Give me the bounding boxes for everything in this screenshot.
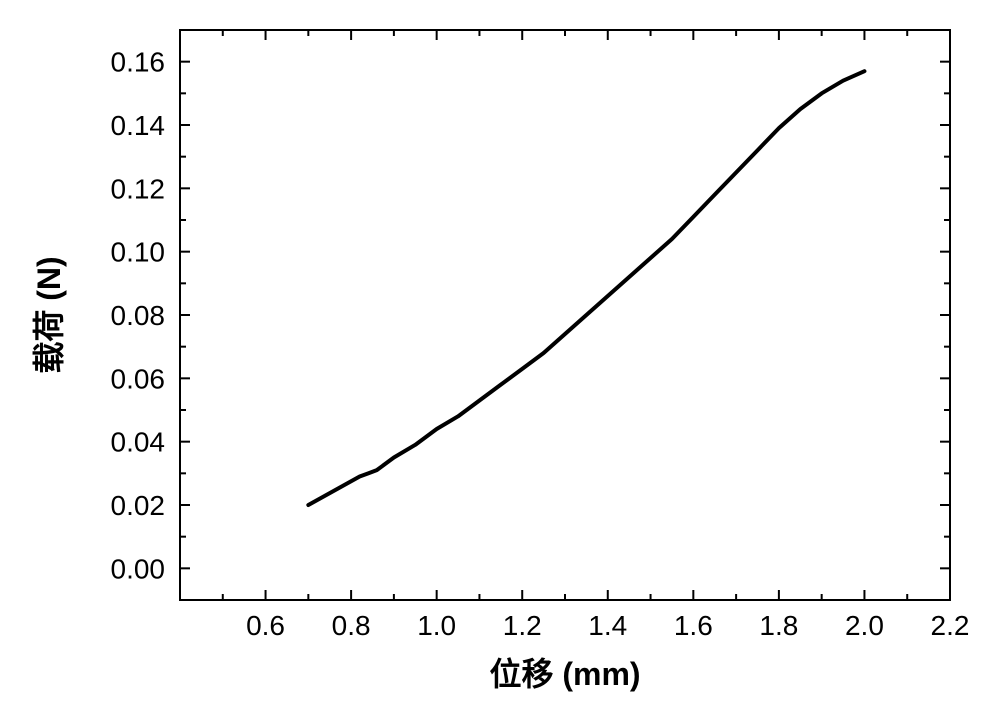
chart-svg: 0.6 0.8 1.0 1.2 1.4 1.6 1.8 2.0 2.2 0.00 0.02 0.04 0… — [0, 0, 1000, 717]
x-tick-label: 2.2 — [931, 610, 970, 641]
y-tick-label: 0.08 — [111, 300, 166, 331]
y-tick-label: 0.04 — [111, 427, 166, 458]
x-tick-label: 0.8 — [332, 610, 371, 641]
y-tick-label: 0.12 — [111, 173, 166, 204]
x-tick-label: 1.2 — [503, 610, 542, 641]
y-tick-label: 0.16 — [111, 47, 166, 78]
data-series-line — [308, 71, 864, 505]
x-tick-label: 2.0 — [845, 610, 884, 641]
y-tick-label: 0.06 — [111, 363, 166, 394]
x-tick-label: 1.0 — [417, 610, 456, 641]
x-axis-label: 位移 (mm) — [489, 656, 640, 692]
y-tick-label: 0.00 — [111, 553, 166, 584]
y-tick-label: 0.14 — [111, 110, 166, 141]
y-tick-label: 0.10 — [111, 237, 166, 268]
plot-frame — [180, 30, 950, 600]
y-axis-label: 载荷 (N) — [31, 256, 67, 373]
x-tick-label: 1.8 — [759, 610, 798, 641]
y-tick-label: 0.02 — [111, 490, 166, 521]
x-tick-label: 0.6 — [246, 610, 285, 641]
chart-container: 0.6 0.8 1.0 1.2 1.4 1.6 1.8 2.0 2.2 0.00 0.02 0.04 0… — [0, 0, 1000, 717]
x-tick-label: 1.6 — [674, 610, 713, 641]
x-tick-label: 1.4 — [588, 610, 627, 641]
